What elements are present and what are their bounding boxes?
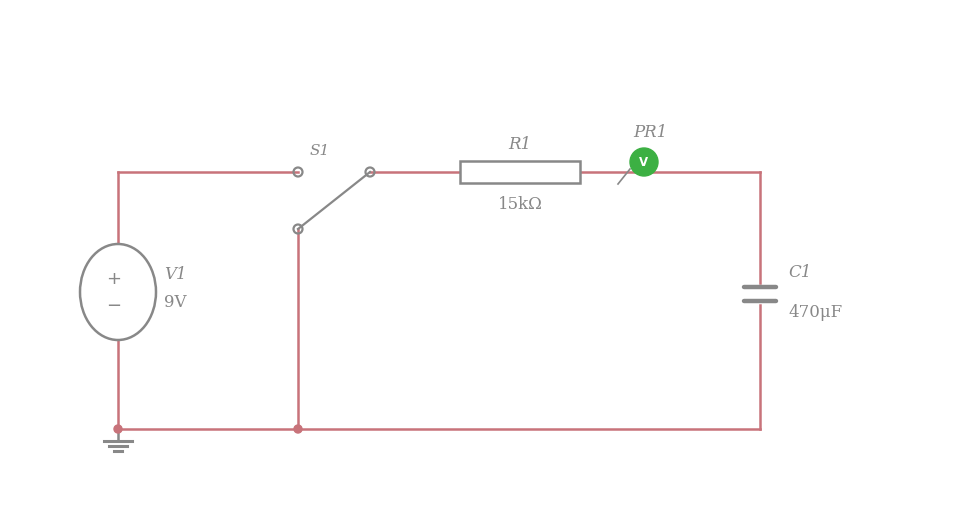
Text: PR1: PR1 <box>632 124 666 141</box>
Text: S1: S1 <box>310 144 330 158</box>
Text: 470μF: 470μF <box>787 304 841 321</box>
Ellipse shape <box>80 244 156 341</box>
Circle shape <box>629 149 658 177</box>
Circle shape <box>113 425 122 433</box>
Text: C1: C1 <box>787 264 810 281</box>
Text: 15kΩ: 15kΩ <box>497 196 542 213</box>
Text: V1: V1 <box>164 266 187 283</box>
Text: 9V: 9V <box>164 294 186 311</box>
Bar <box>459 162 579 184</box>
Text: R1: R1 <box>508 136 531 153</box>
Text: V: V <box>639 156 648 169</box>
Text: −: − <box>107 296 121 315</box>
Text: +: + <box>107 269 121 288</box>
Circle shape <box>294 425 302 433</box>
